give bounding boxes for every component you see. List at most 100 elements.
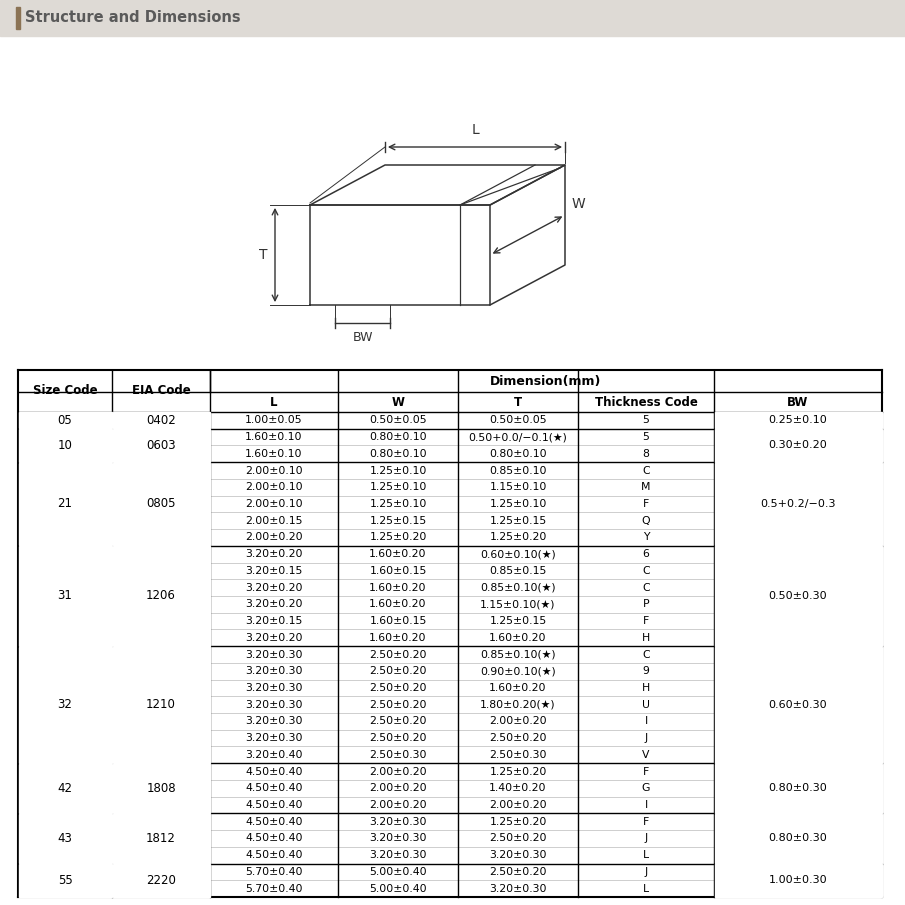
Text: C: C xyxy=(643,650,650,660)
Text: 1.25±0.10: 1.25±0.10 xyxy=(490,499,547,509)
Text: 1.60±0.15: 1.60±0.15 xyxy=(369,566,426,576)
Text: U: U xyxy=(642,700,650,710)
Bar xyxy=(715,814,881,863)
Text: J: J xyxy=(644,867,648,877)
Text: 1.25±0.10: 1.25±0.10 xyxy=(369,482,426,492)
Bar xyxy=(715,462,881,546)
Text: T: T xyxy=(514,395,522,408)
Text: 1.60±0.10: 1.60±0.10 xyxy=(245,432,303,442)
Text: I: I xyxy=(644,800,648,810)
Text: 1.60±0.10: 1.60±0.10 xyxy=(245,449,303,459)
Text: 0.80±0.10: 0.80±0.10 xyxy=(490,449,547,459)
Text: 0402: 0402 xyxy=(146,414,176,427)
Text: 1.25±0.15: 1.25±0.15 xyxy=(490,516,547,526)
Text: 0.50+0.0/−0.1(★): 0.50+0.0/−0.1(★) xyxy=(469,432,567,442)
Text: 3.20±0.40: 3.20±0.40 xyxy=(245,750,303,760)
Bar xyxy=(715,547,881,645)
Text: Q: Q xyxy=(642,516,651,526)
Text: 0.80±0.10: 0.80±0.10 xyxy=(369,432,427,442)
Text: 5.70±0.40: 5.70±0.40 xyxy=(245,883,303,893)
Text: 43: 43 xyxy=(58,832,72,845)
Text: 5.00±0.40: 5.00±0.40 xyxy=(369,883,427,893)
Text: I: I xyxy=(644,717,648,727)
Text: J: J xyxy=(644,733,648,743)
Text: M: M xyxy=(642,482,651,492)
Bar xyxy=(112,462,209,546)
Bar xyxy=(715,764,881,813)
Text: P: P xyxy=(643,599,649,609)
Text: L: L xyxy=(271,395,278,408)
Text: F: F xyxy=(643,616,649,626)
Text: 1.80±0.20(★): 1.80±0.20(★) xyxy=(481,700,556,710)
Text: 1.25±0.10: 1.25±0.10 xyxy=(369,499,426,509)
Text: 1.25±0.20: 1.25±0.20 xyxy=(490,532,547,542)
Text: 0.85±0.10(★): 0.85±0.10(★) xyxy=(481,583,556,593)
Text: Y: Y xyxy=(643,532,649,542)
Text: 3.20±0.30: 3.20±0.30 xyxy=(245,666,303,676)
Bar xyxy=(18,764,111,813)
Bar xyxy=(18,647,111,763)
Text: 4.50±0.40: 4.50±0.40 xyxy=(245,850,303,860)
Text: 1.25±0.10: 1.25±0.10 xyxy=(369,465,426,475)
Text: 3.20±0.30: 3.20±0.30 xyxy=(245,683,303,693)
Text: 2.00±0.20: 2.00±0.20 xyxy=(490,717,547,727)
Text: F: F xyxy=(643,767,649,776)
Text: 5: 5 xyxy=(643,432,650,442)
Text: 3.20±0.30: 3.20±0.30 xyxy=(245,717,303,727)
Text: 0.60±0.30: 0.60±0.30 xyxy=(768,700,827,710)
Text: EIA Code: EIA Code xyxy=(131,385,190,397)
Bar xyxy=(715,429,881,462)
Text: 2.50±0.30: 2.50±0.30 xyxy=(369,750,427,760)
Text: Size Code: Size Code xyxy=(33,385,98,397)
Text: C: C xyxy=(643,465,650,475)
Text: F: F xyxy=(643,816,649,827)
Text: Thickness Code: Thickness Code xyxy=(595,395,698,408)
Text: 3.20±0.15: 3.20±0.15 xyxy=(245,616,302,626)
Bar xyxy=(112,647,209,763)
Bar xyxy=(112,764,209,813)
Bar xyxy=(112,864,209,897)
Text: 4.50±0.40: 4.50±0.40 xyxy=(245,767,303,776)
Text: L: L xyxy=(643,883,649,893)
Text: 1.15±0.10: 1.15±0.10 xyxy=(490,482,547,492)
Text: 0.50±0.30: 0.50±0.30 xyxy=(768,591,827,601)
Text: 3.20±0.15: 3.20±0.15 xyxy=(245,566,302,576)
Text: 1.60±0.20: 1.60±0.20 xyxy=(369,549,427,559)
Bar xyxy=(715,413,881,428)
Text: 0.30±0.20: 0.30±0.20 xyxy=(768,441,827,451)
Text: 0.85±0.10(★): 0.85±0.10(★) xyxy=(481,650,556,660)
Text: Dimension(mm): Dimension(mm) xyxy=(491,375,602,387)
Text: 0.50±0.05: 0.50±0.05 xyxy=(369,415,427,425)
Text: 1812: 1812 xyxy=(146,832,176,845)
Text: 1.15±0.10(★): 1.15±0.10(★) xyxy=(481,599,556,609)
Text: 2.50±0.20: 2.50±0.20 xyxy=(369,683,427,693)
Text: 2.00±0.10: 2.00±0.10 xyxy=(245,499,303,509)
Text: 0805: 0805 xyxy=(147,498,176,510)
Text: 1.25±0.20: 1.25±0.20 xyxy=(369,532,426,542)
Text: 5: 5 xyxy=(643,415,650,425)
Text: 1808: 1808 xyxy=(147,782,176,795)
Text: 2.50±0.20: 2.50±0.20 xyxy=(369,666,427,676)
Text: J: J xyxy=(644,834,648,843)
Bar xyxy=(0,0,905,36)
Text: 3.20±0.30: 3.20±0.30 xyxy=(490,883,547,893)
Text: 32: 32 xyxy=(58,698,72,711)
Bar xyxy=(18,429,111,462)
Text: 3.20±0.30: 3.20±0.30 xyxy=(369,834,427,843)
Text: 5.70±0.40: 5.70±0.40 xyxy=(245,867,303,877)
Text: 1.25±0.15: 1.25±0.15 xyxy=(490,616,547,626)
Text: H: H xyxy=(642,683,650,693)
Text: 42: 42 xyxy=(58,782,72,795)
Text: F: F xyxy=(643,499,649,509)
Text: 3.20±0.30: 3.20±0.30 xyxy=(490,850,547,860)
Text: 1.60±0.20: 1.60±0.20 xyxy=(369,583,427,593)
Text: 0.80±0.30: 0.80±0.30 xyxy=(768,784,827,794)
Text: BW: BW xyxy=(787,395,809,408)
Bar xyxy=(112,413,209,428)
Text: 1.25±0.20: 1.25±0.20 xyxy=(490,816,547,827)
Text: 2.50±0.20: 2.50±0.20 xyxy=(369,650,427,660)
Text: 1.60±0.20: 1.60±0.20 xyxy=(369,599,427,609)
Text: 1210: 1210 xyxy=(146,698,176,711)
Text: 1.25±0.20: 1.25±0.20 xyxy=(490,767,547,776)
Text: 10: 10 xyxy=(58,439,72,452)
